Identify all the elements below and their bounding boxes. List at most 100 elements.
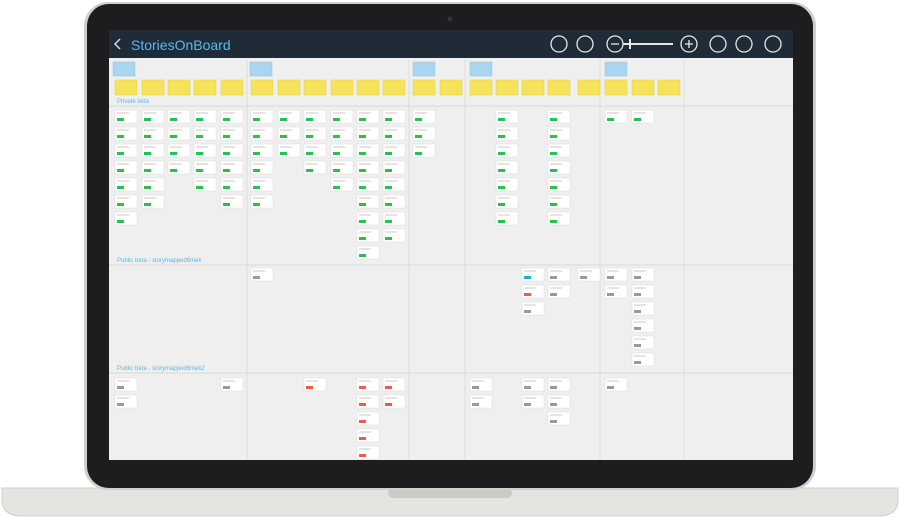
story-card xyxy=(382,394,406,409)
story-card xyxy=(382,160,406,175)
story-tag xyxy=(306,118,313,121)
story-tag xyxy=(253,203,260,206)
story-card xyxy=(114,143,138,158)
story-card xyxy=(356,445,380,460)
story-tag xyxy=(170,152,177,155)
feature-card xyxy=(193,79,217,96)
story-card xyxy=(547,177,571,192)
story-tag xyxy=(223,135,230,138)
release-label[interactable]: Public beta - storymapped6mek2 xyxy=(117,366,205,372)
story-card xyxy=(521,377,545,392)
laptop-base xyxy=(1,487,899,517)
collapse-button[interactable] xyxy=(550,35,568,53)
feature-card xyxy=(167,79,191,96)
story-tag xyxy=(280,152,287,155)
story-map: Private beta Public beta - storymapped6me… xyxy=(109,60,793,460)
story-tag xyxy=(117,152,124,155)
story-tag xyxy=(117,169,124,172)
story-card xyxy=(220,377,244,392)
feature-card xyxy=(521,79,545,96)
story-card xyxy=(412,109,436,124)
release-label[interactable]: Private beta xyxy=(117,99,150,105)
story-tag xyxy=(385,169,392,172)
story-tag xyxy=(223,186,230,189)
zoom-in-button[interactable] xyxy=(680,35,698,53)
story-card xyxy=(604,267,628,282)
story-tag xyxy=(359,203,366,206)
story-card xyxy=(220,194,244,209)
story-tag xyxy=(524,293,531,296)
story-tag xyxy=(550,403,557,406)
story-tag xyxy=(385,203,392,206)
more-button[interactable] xyxy=(735,35,753,53)
story-card xyxy=(114,109,138,124)
story-tag xyxy=(385,152,392,155)
story-tag xyxy=(306,169,313,172)
story-card xyxy=(220,109,244,124)
story-card xyxy=(193,109,217,124)
story-tag xyxy=(498,152,505,155)
story-card xyxy=(495,194,519,209)
story-card xyxy=(250,126,274,141)
epic-card xyxy=(469,61,493,77)
story-card xyxy=(141,177,165,192)
expand-button[interactable] xyxy=(576,35,594,53)
story-card xyxy=(356,411,380,426)
story-tag xyxy=(170,169,177,172)
story-card xyxy=(193,177,217,192)
feature-card xyxy=(330,79,354,96)
story-tag xyxy=(415,135,422,138)
story-tag xyxy=(306,386,313,389)
story-tag xyxy=(634,310,641,313)
story-card xyxy=(220,177,244,192)
story-card xyxy=(330,160,354,175)
story-tag xyxy=(196,186,203,189)
story-card xyxy=(469,377,493,392)
story-tag xyxy=(117,220,124,223)
story-card xyxy=(631,284,655,299)
fullscreen-button[interactable] xyxy=(764,35,782,53)
epic-card xyxy=(112,61,136,77)
release-label[interactable]: Public beta - storymapped6mek xyxy=(117,258,202,264)
story-tag xyxy=(550,186,557,189)
story-card xyxy=(412,126,436,141)
story-card xyxy=(330,126,354,141)
story-tag xyxy=(253,135,260,138)
story-card xyxy=(356,194,380,209)
story-tag xyxy=(385,118,392,121)
story-tag xyxy=(117,403,124,406)
story-card xyxy=(277,143,301,158)
night-mode-button[interactable] xyxy=(709,35,727,53)
story-card xyxy=(547,284,571,299)
story-card xyxy=(495,109,519,124)
story-tag xyxy=(498,220,505,223)
story-card xyxy=(604,109,628,124)
camera xyxy=(447,16,453,22)
toolbar xyxy=(550,35,782,53)
story-tag xyxy=(306,135,313,138)
feature-card xyxy=(439,79,463,96)
story-card xyxy=(303,160,327,175)
story-card xyxy=(356,160,380,175)
story-tag xyxy=(634,327,641,330)
story-card xyxy=(495,211,519,226)
story-card xyxy=(303,109,327,124)
story-tag xyxy=(415,152,422,155)
story-card xyxy=(547,109,571,124)
feature-card xyxy=(577,79,601,96)
story-card xyxy=(495,143,519,158)
story-tag xyxy=(223,386,230,389)
story-card xyxy=(495,160,519,175)
story-card xyxy=(495,126,519,141)
story-card xyxy=(356,245,380,260)
story-tag xyxy=(223,118,230,121)
story-card xyxy=(577,267,601,282)
story-card xyxy=(250,160,274,175)
story-tag xyxy=(524,276,531,279)
story-card xyxy=(521,301,545,316)
feature-card xyxy=(277,79,301,96)
story-card xyxy=(303,143,327,158)
story-tag xyxy=(144,152,151,155)
feature-card xyxy=(495,79,519,96)
back-button[interactable] xyxy=(113,38,121,50)
